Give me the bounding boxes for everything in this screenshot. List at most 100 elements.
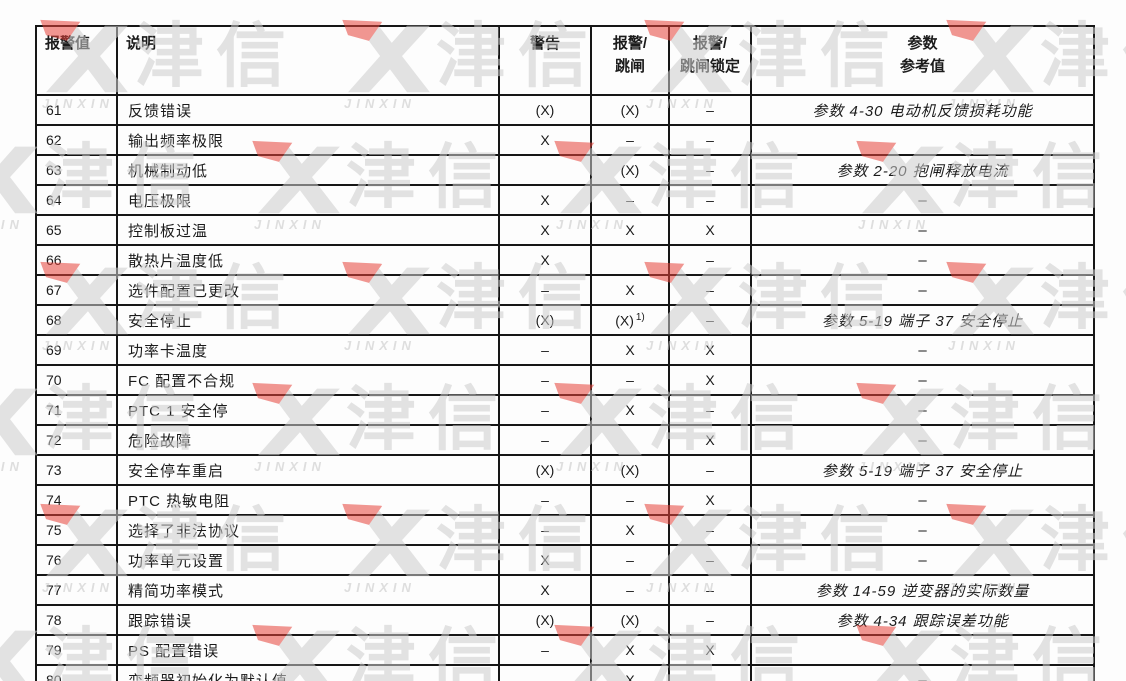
warning-cell: –: [498, 394, 592, 426]
alarm-trip-lock-cell-text: –: [706, 612, 714, 628]
warning-cell: –: [498, 424, 592, 456]
description-cell-text: 输出频率极限: [128, 132, 225, 150]
description-cell: 散热片温度低: [116, 244, 500, 276]
header-description: 说明: [116, 25, 500, 96]
alarm-value-cell: 76: [35, 544, 118, 576]
alarm-value-cell-text: 75: [46, 522, 62, 538]
header-alarm-trip-lock-line2: 跳闸锁定: [679, 58, 740, 75]
warning-cell-text: –: [541, 282, 549, 298]
alarm-value-cell: 68: [35, 304, 118, 336]
warning-cell-text: X: [540, 222, 550, 238]
parameter-cell-text: –: [918, 221, 927, 239]
parameter-cell-text: –: [918, 281, 927, 299]
header-alarm-trip-lock-line1: 报警/: [692, 35, 728, 52]
warning-cell-text: X: [540, 252, 550, 268]
description-cell-text: 选件配置已更改: [128, 282, 241, 300]
alarm-trip-lock-cell: X: [668, 424, 752, 456]
parameter-cell: –: [750, 424, 1095, 456]
description-cell-text: PTC 1 安全停: [128, 402, 229, 420]
warning-cell-text: X: [540, 552, 550, 568]
parameter-cell: 参数 5-19 端子 37 安全停止: [750, 304, 1095, 336]
parameter-cell-text: –: [918, 491, 927, 509]
description-cell: 电压极限: [116, 184, 500, 216]
alarm-trip-cell-text: X: [625, 282, 635, 298]
alarm-trip-cell: X: [590, 514, 670, 546]
table-row: 80 变频器初始化为默认值 – X – –: [35, 664, 1095, 681]
table-row: 63 机械制动低 (X) – 参数 2-20 抱闸释放电流: [35, 154, 1095, 186]
alarm-value-cell-text: 73: [46, 462, 62, 478]
alarm-trip-cell: [590, 424, 670, 456]
description-cell-text: 跟踪错误: [128, 612, 193, 630]
parameter-cell: –: [750, 514, 1095, 546]
parameter-cell-text: 参数 5-19 端子 37 安全停止: [821, 462, 1024, 480]
warning-cell-text: (X): [535, 312, 555, 328]
alarm-trip-cell: X: [590, 334, 670, 366]
alarm-trip-cell: (X): [590, 94, 670, 126]
parameter-cell: –: [750, 214, 1095, 246]
parameter-cell-text: –: [918, 191, 927, 209]
warning-cell-text: (X): [535, 462, 555, 478]
description-cell: PTC 热敏电阻: [116, 484, 500, 516]
table-row: 72 危险故障 – X –: [35, 424, 1095, 456]
description-cell-text: 电压极限: [128, 192, 193, 210]
alarm-trip-cell-text: –: [626, 492, 634, 508]
alarm-trip-cell: –: [590, 484, 670, 516]
table-row: 76 功率单元设置 X – – –: [35, 544, 1095, 576]
description-cell: 功率单元设置: [116, 544, 500, 576]
alarm-trip-cell: –: [590, 544, 670, 576]
alarm-trip-cell: X: [590, 214, 670, 246]
alarm-value-cell: 73: [35, 454, 118, 486]
header-alarm-trip-line1: 报警/: [612, 35, 648, 52]
parameter-cell-text: 参数 4-34 跟踪误差功能: [836, 612, 1009, 630]
alarm-value-cell-text: 70: [46, 372, 62, 388]
alarm-trip-cell-text: X: [625, 672, 635, 681]
warning-cell: (X): [498, 454, 592, 486]
alarm-trip-lock-cell: X: [668, 484, 752, 516]
warning-cell-text: –: [541, 402, 549, 418]
alarm-trip-cell: X: [590, 634, 670, 666]
table-row: 65 控制板过温 X X X –: [35, 214, 1095, 246]
parameter-cell-text: –: [918, 251, 927, 269]
warning-cell: [498, 154, 592, 186]
parameter-cell-text: 参数 2-20 抱闸释放电流: [836, 162, 1009, 180]
alarm-trip-lock-cell-text: X: [705, 432, 715, 448]
parameter-cell: 参数 4-30 电动机反馈损耗功能: [750, 94, 1095, 126]
alarm-trip-lock-cell-text: –: [706, 102, 714, 118]
alarm-trip-cell-text: (X): [620, 462, 640, 478]
watermark-latin-text: JINXIN: [0, 459, 24, 474]
alarm-trip-cell-text: –: [626, 132, 634, 148]
warning-cell-text: –: [541, 492, 549, 508]
description-cell-text: 散热片温度低: [128, 252, 225, 270]
alarm-value-cell: 72: [35, 424, 118, 456]
description-cell-text: 机械制动低: [128, 162, 209, 180]
alarm-value-cell: 71: [35, 394, 118, 426]
warning-cell-text: (X): [535, 102, 555, 118]
table-row: 75 选择了非法协议 – X – –: [35, 514, 1095, 546]
alarm-trip-lock-cell-text: –: [706, 552, 714, 568]
parameter-cell-text: –: [918, 431, 927, 449]
alarm-trip-lock-cell-text: X: [705, 342, 715, 358]
header-parameter-line2: 参考值: [899, 58, 945, 75]
parameter-cell-text: –: [918, 551, 927, 569]
alarm-value-cell-text: 62: [46, 132, 62, 148]
parameter-cell: –: [750, 544, 1095, 576]
parameter-cell: –: [750, 394, 1095, 426]
alarm-trip-lock-cell-text: X: [705, 372, 715, 388]
alarm-trip-lock-cell-text: –: [706, 672, 714, 681]
alarm-trip-lock-cell-text: –: [706, 312, 714, 328]
alarm-trip-lock-cell: –: [668, 454, 752, 486]
description-cell: 危险故障: [116, 424, 500, 456]
parameter-cell: 参数 4-34 跟踪误差功能: [750, 604, 1095, 636]
alarm-trip-lock-cell: –: [668, 274, 752, 306]
alarm-value-cell-text: 67: [46, 282, 62, 298]
description-cell: 反馈错误: [116, 94, 500, 126]
description-cell-text: 控制板过温: [128, 222, 209, 240]
description-cell: 控制板过温: [116, 214, 500, 246]
parameter-cell: 参数 5-19 端子 37 安全停止: [750, 454, 1095, 486]
warning-cell-text: –: [541, 522, 549, 538]
description-cell-text: PTC 热敏电阻: [128, 492, 231, 510]
alarm-trip-lock-cell: –: [668, 664, 752, 681]
parameter-cell: –: [750, 334, 1095, 366]
header-description-text: 说明: [126, 35, 157, 52]
warning-cell-text: –: [541, 372, 549, 388]
